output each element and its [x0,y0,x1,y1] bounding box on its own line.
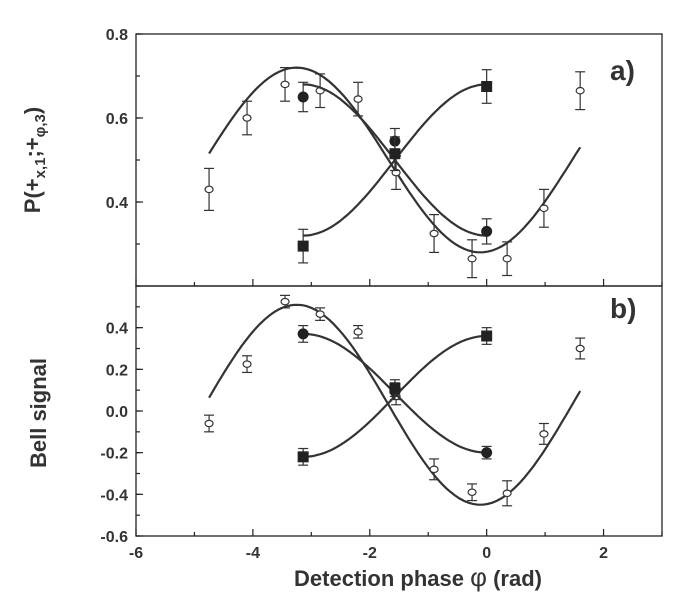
panel-b-y-axis-title: Bell signal [26,358,51,468]
panel-b-point-open-circle [280,297,290,306]
panel-a-point-open-circle [575,86,585,95]
panel-b-fit-curve-open-circle [208,303,582,506]
panel-b-point-open-circle [315,310,325,318]
panel-b-point-open-circle [353,328,363,336]
x-axis-title: Detection phase φ (rad) [294,562,542,592]
panel-b-point-filled-square [297,451,309,463]
panel-b-point-open-circle [467,488,477,497]
panel-b-point-open-circle [429,465,439,474]
panel-b-label: b) [610,293,636,324]
panel-b-point-filled-square [389,382,401,394]
x-tick-label: -4 [246,545,260,562]
panel-a-y-tick-label: 0.6 [106,111,128,128]
panel-b-point-open-circle [575,344,585,353]
panel-b-frame [135,285,663,537]
panel-b-point-open-circle [242,360,252,368]
panel-a-point-open-circle [353,95,363,103]
panel-a-point-filled-circle [481,225,493,237]
panel-b-point-open-circle [204,419,214,428]
panel-b-y-tick-label: 0.2 [106,362,128,379]
panel-a-label: a) [610,55,635,86]
panel-b-y-tick-label: -0.2 [100,446,128,463]
panel-a-point-open-circle [280,80,290,89]
panel-a-point-open-circle [242,114,252,122]
panel-a-plot: 0.4 0.6 0.8 [106,27,663,287]
panel-b-y-tick-label: 0.0 [106,404,128,421]
x-tick-label: -6 [129,545,143,562]
panel-b-point-open-circle [539,430,549,438]
panel-a-point-open-circle [429,229,439,238]
panel-b-point-filled-square [481,330,493,342]
panel-b-y-tick-label: -0.4 [100,487,128,504]
x-tick-label: -2 [363,545,377,562]
x-tick-label: 0 [482,545,491,562]
panel-a-y-axis-title: P(+x,1;+φ,3) [20,107,49,213]
panel-a-point-filled-square [389,148,401,160]
panel-a-point-open-circle [539,204,549,213]
panel-b-plot: -0.6 -0.4 -0.2 0.0 0.2 0.4 -6 -4 -2 0 2 [100,285,663,562]
panel-a-point-filled-square [481,81,493,92]
panel-b-point-filled-circle [481,447,493,459]
panel-a-y-tick-label: 0.8 [106,27,128,44]
panel-b-y-tick-label: -0.6 [100,529,128,546]
panel-a-point-open-circle [502,254,512,263]
panel-b-point-open-circle [502,489,512,498]
panel-a-point-filled-circle [297,91,309,103]
panel-a-point-open-circle [467,254,477,263]
panel-a-y-tick-label: 0.4 [106,195,128,212]
x-tick-label: 2 [599,545,608,562]
panel-b-y-tick-label: 0.4 [106,321,128,338]
panel-a-point-open-circle [204,185,214,194]
panel-a-point-filled-square [297,240,309,252]
panel-b-point-filled-circle [297,328,309,340]
